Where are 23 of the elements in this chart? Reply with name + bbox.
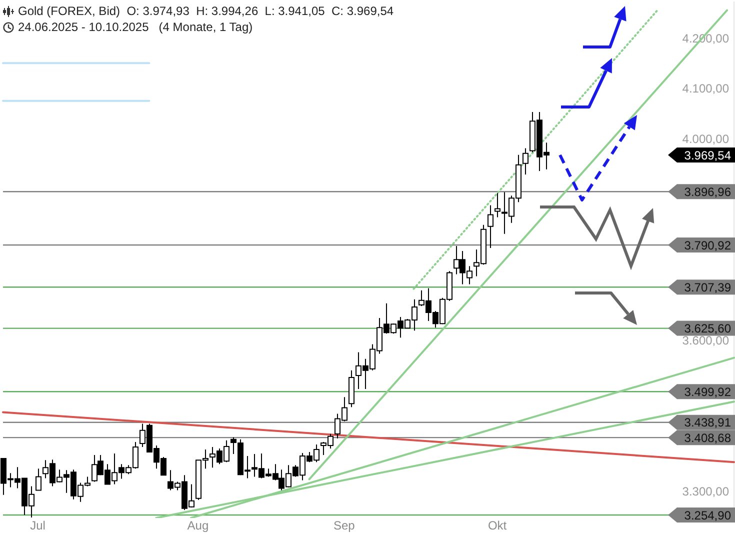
ref-line-label: 3.790,92 (684, 238, 732, 252)
annotation: 3.969,54 (684, 148, 732, 162)
ref-line-label: 3.499,92 (684, 384, 732, 399)
text: 24.06.2025 - 10.10.2025 (4 Monate, 1 Tag) (18, 19, 253, 35)
y-tick-label: 4.000,00 (682, 132, 730, 146)
x-tick-label: Aug (187, 518, 209, 533)
x-tick-label: Okt (488, 518, 508, 533)
candlestick (494, 192, 500, 218)
ref-line-label: 3.625,60 (684, 322, 732, 336)
ref-line-label: 3.254,90 (684, 508, 732, 522)
ref-line-label: 3.896,96 (684, 184, 732, 199)
candlestick (36, 468, 42, 491)
ref-line-label: 3.707,39 (684, 280, 732, 294)
y-tick-label: 3.600,00 (682, 334, 730, 348)
candlestick (488, 204, 494, 249)
y-tick-label: 3.300,00 (682, 484, 730, 499)
y-tick-label: 4.100,00 (682, 82, 730, 96)
candlestick (522, 148, 528, 175)
ref-line-label: 3.438,91 (684, 416, 732, 430)
x-tick-label: Sep (333, 518, 356, 533)
ref-line-label: 3.408,68 (684, 430, 732, 445)
x-tick-label: Jul (30, 518, 46, 533)
chart-title: Gold (FOREX, Bid) O: 3.974,93 H: 3.994,26 L: 3.941,05 C: 3.969,54 (18, 3, 394, 19)
